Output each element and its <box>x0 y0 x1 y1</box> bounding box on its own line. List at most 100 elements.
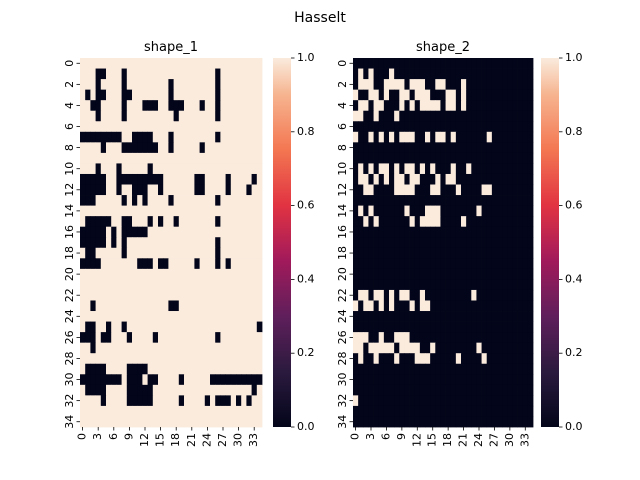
heatmap-cell <box>419 405 426 417</box>
heatmap-cell <box>373 110 380 122</box>
heatmap-cell <box>220 89 226 101</box>
heatmap-cell <box>106 405 112 417</box>
heatmap-cell <box>220 152 226 164</box>
heatmap-cell <box>173 258 180 270</box>
heatmap-cell <box>158 416 164 428</box>
heatmap-cell <box>246 173 252 185</box>
heatmap-cell <box>461 342 467 354</box>
heatmap-cell <box>368 79 374 91</box>
heatmap-cell <box>210 342 216 354</box>
heatmap-cell <box>419 68 426 80</box>
heatmap-cell <box>497 163 503 175</box>
heatmap-cell <box>512 416 518 428</box>
x-tick-label: 27 <box>487 433 500 447</box>
heatmap-cell <box>394 268 400 280</box>
heatmap-cell <box>163 300 169 312</box>
heatmap-cell <box>90 247 96 259</box>
heatmap-cell <box>476 58 482 69</box>
heatmap-cell <box>430 163 436 175</box>
heatmap-cell <box>455 353 462 365</box>
heatmap-cell <box>522 152 529 164</box>
heatmap-cell <box>142 110 148 122</box>
heatmap-cell <box>90 173 96 185</box>
heatmap-cell <box>246 121 252 133</box>
heatmap-cell <box>100 205 107 217</box>
heatmap-cell <box>461 89 467 101</box>
heatmap-cell <box>358 216 364 228</box>
heatmap-cell <box>394 58 400 69</box>
heatmap-cell <box>116 110 122 122</box>
heatmap-cell <box>440 237 446 249</box>
heatmap-cell <box>471 142 477 154</box>
heatmap-cell <box>204 384 211 396</box>
heatmap-cell <box>178 216 185 228</box>
heatmap-cell <box>256 353 263 365</box>
heatmap-cell <box>502 416 508 428</box>
heatmap-cell <box>430 100 436 112</box>
heatmap-cell <box>358 205 364 217</box>
heatmap-cell <box>368 268 374 280</box>
heatmap-cells <box>80 58 263 428</box>
heatmap-cell <box>90 131 96 143</box>
x-tick-label: 6 <box>379 433 392 440</box>
heatmap-cell <box>466 237 472 249</box>
heatmap-cell <box>194 321 200 333</box>
heatmap-cell <box>100 384 107 396</box>
heatmap-cell <box>116 152 122 164</box>
heatmap-cell <box>363 68 369 80</box>
heatmap-cell <box>225 279 232 291</box>
heatmap-cell <box>210 374 216 386</box>
heatmap-cell <box>378 89 385 101</box>
heatmap-cell <box>116 142 122 154</box>
heatmap-cell <box>399 374 405 386</box>
heatmap-cell <box>404 237 410 249</box>
heatmap-cell <box>512 395 518 407</box>
heatmap-cell <box>527 68 534 80</box>
heatmap-cell <box>126 363 133 375</box>
colorbar: 0.00.20.40.60.81.0 <box>273 51 315 433</box>
heatmap-cell <box>368 216 374 228</box>
heatmap-cell <box>246 384 252 396</box>
heatmap-cell <box>199 226 206 238</box>
heatmap-cell <box>137 395 143 407</box>
heatmap-cell <box>527 79 534 91</box>
heatmap-cell <box>425 163 431 175</box>
heatmap-cell <box>100 363 107 375</box>
heatmap-cell <box>445 100 452 112</box>
heatmap-cell <box>210 300 216 312</box>
heatmap-cell <box>132 68 138 80</box>
heatmap-cell <box>507 384 513 396</box>
heatmap-cell <box>168 247 174 259</box>
heatmap-cell <box>440 184 446 196</box>
heatmap-cell <box>147 289 154 301</box>
heatmap-cell <box>241 416 247 428</box>
heatmap-cell <box>256 100 263 112</box>
heatmap-cell <box>466 311 472 322</box>
heatmap-cell <box>142 405 148 417</box>
heatmap-cell <box>132 247 138 259</box>
heatmap-cell <box>461 121 467 133</box>
heatmap-cell <box>399 258 405 270</box>
heatmap-cell <box>137 384 143 396</box>
heatmap-cell <box>445 58 452 69</box>
heatmap-cell <box>246 195 252 206</box>
heatmap-cell <box>95 332 102 344</box>
heatmap-cell <box>527 110 534 122</box>
heatmap-cell <box>173 163 180 175</box>
heatmap-cell <box>126 58 133 69</box>
heatmap-cell <box>491 205 498 217</box>
heatmap-cell <box>85 342 91 354</box>
heatmap-cell <box>455 268 462 280</box>
heatmap-cell <box>378 395 385 407</box>
heatmap-cell <box>353 195 359 206</box>
heatmap-cell <box>476 300 482 312</box>
heatmap-cell <box>184 321 190 333</box>
heatmap-cell <box>147 374 154 386</box>
heatmap-cell <box>404 321 410 333</box>
heatmap-cell <box>220 405 226 417</box>
heatmap-cell <box>256 395 263 407</box>
heatmap-cell <box>241 152 247 164</box>
heatmap-cell <box>481 89 488 101</box>
heatmap-cell <box>394 332 400 344</box>
heatmap-cell <box>450 205 457 217</box>
